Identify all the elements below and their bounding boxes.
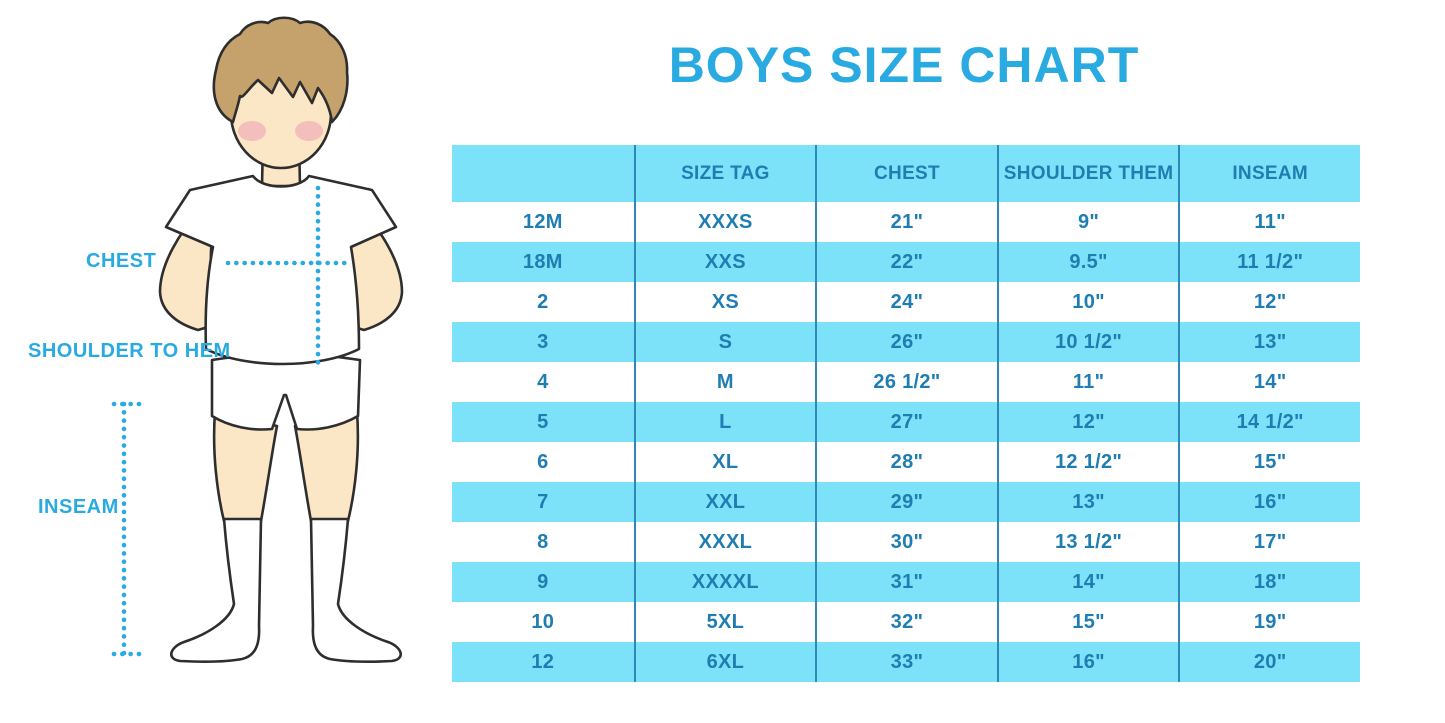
table-row-cell: 26 1/2" [815,362,997,402]
table-row: 3 S 26" 10 1/2" 13" [452,322,1360,362]
table-row-cell: 11 1/2" [1178,242,1360,282]
table-row-cell: 13" [996,482,1179,522]
table-row-cell: 12 1/2" [996,442,1179,482]
table-row-cell: 11" [996,362,1179,402]
table-row-cell: 12" [1178,282,1360,322]
table-row-cell: 14 1/2" [1178,402,1360,442]
table-row-cell: XXXL [633,522,816,562]
table-row-cell: 18" [1178,562,1360,602]
table-row-cell: 15" [1178,442,1360,482]
table-row-cell: 5 [537,410,549,433]
table-row-cell: 28" [815,442,997,482]
table-row: 18M XXS 22" 9.5" 11 1/2" [452,242,1360,282]
header-row-cell: CHEST [815,145,997,202]
table-row-cell: 10" [996,282,1179,322]
table-row: 8 XXXL 30" 13 1/2" 17" [452,522,1360,562]
table-row: 12 6XL 33" 16" 20" [452,642,1360,682]
boy-illustration [111,16,404,663]
table-row-cell: 4 [537,370,549,393]
table-row-cell: XS [633,282,816,322]
table-row-cell: 15" [996,602,1179,642]
table-row-cell: XXS [633,242,816,282]
hair [212,16,349,124]
table-row-cell: 14" [1178,362,1360,402]
table-row-cell: 6XL [633,642,816,682]
table-row-cell: 9" [996,202,1179,242]
table-row: 9 XXXXL 31" 14" 18" [452,562,1360,602]
shoulder-to-hem-label: SHOULDER TO HEM [28,340,231,362]
table-row-cell: 12M [522,210,563,233]
table-row-cell: 24" [815,282,997,322]
header-row-cell: SIZE TAG [633,145,816,202]
size-table: SIZE TAG CHEST SHOULDER THEM INSEAM 12M XXXS 2… [452,145,1360,682]
table-row: 10 5XL 32" 15" 19" [452,602,1360,642]
table-row-cell: 7 [537,490,549,513]
chest-label: CHEST [86,250,157,272]
blush-right [295,121,323,141]
table-row-cell: 20" [1178,642,1360,682]
table-row-cell: 13" [1178,322,1360,362]
table-row-cell: 3 [537,330,549,353]
table-row-cell: 8 [537,530,549,553]
right-sock [309,517,402,663]
table-row-cell: XXXS [633,202,816,242]
table-row-cell: 10 1/2" [996,322,1179,362]
table-row-cell: 32" [815,602,997,642]
table-row: 5 L 27" 12" 14 1/2" [452,402,1360,442]
table-row-cell: XL [633,442,816,482]
header-row-cell: SHOULDER THEM [996,145,1179,202]
table-row-cell: 19" [1178,602,1360,642]
table-row-cell: 14" [996,562,1179,602]
table-row-cell: 2 [537,290,549,313]
table-row: 4 M 26 1/2" 11" 14" [452,362,1360,402]
table-row-cell: 21" [815,202,997,242]
table-row-cell: 16" [1178,482,1360,522]
table-row-cell: 27" [815,402,997,442]
left-sock [170,517,263,663]
t-shirt [164,174,398,366]
table-row-cell: XXL [633,482,816,522]
table-row-cell: 29" [815,482,997,522]
table-row-cell: 11" [1178,202,1360,242]
table-row-cell: S [633,322,816,362]
table-row-cell: 18M [522,250,563,273]
table-row-cell: 12" [996,402,1179,442]
table-row-cell: 6 [537,450,549,473]
header-row: SIZE TAG CHEST SHOULDER THEM INSEAM [452,145,1360,202]
table-row-cell: 31" [815,562,997,602]
table-row-cell: 12 [531,650,555,673]
table-row-cell: M [633,362,816,402]
table-row-cell: L [633,402,816,442]
table-row-cell: 26" [815,322,997,362]
table-row-cell: 33" [815,642,997,682]
table-row-cell: 16" [996,642,1179,682]
table-row-cell: 17" [1178,522,1360,562]
table-row-cell: 22" [815,242,997,282]
table-row: 12M XXXS 21" 9" 11" [452,202,1360,242]
blush-left [238,121,266,141]
inseam-label: INSEAM [38,496,119,518]
table-row-cell: 30" [815,522,997,562]
table-row-cell: XXXXL [633,562,816,602]
table-row-cell: 9 [537,570,549,593]
page-title: BOYS SIZE CHART [668,37,1140,93]
table-row-cell: 13 1/2" [996,522,1179,562]
table-row-cell: 10 [531,610,555,633]
table-row: 2 XS 24" 10" 12" [452,282,1360,322]
table-row-cell: 9.5" [996,242,1179,282]
header-row-cell: INSEAM [1178,145,1360,202]
table-row-cell: 5XL [633,602,816,642]
header-row-cell [452,145,634,202]
table-row: 7 XXL 29" 13" 16" [452,482,1360,522]
table-row: 6 XL 28" 12 1/2" 15" [452,442,1360,482]
shorts [210,352,362,431]
